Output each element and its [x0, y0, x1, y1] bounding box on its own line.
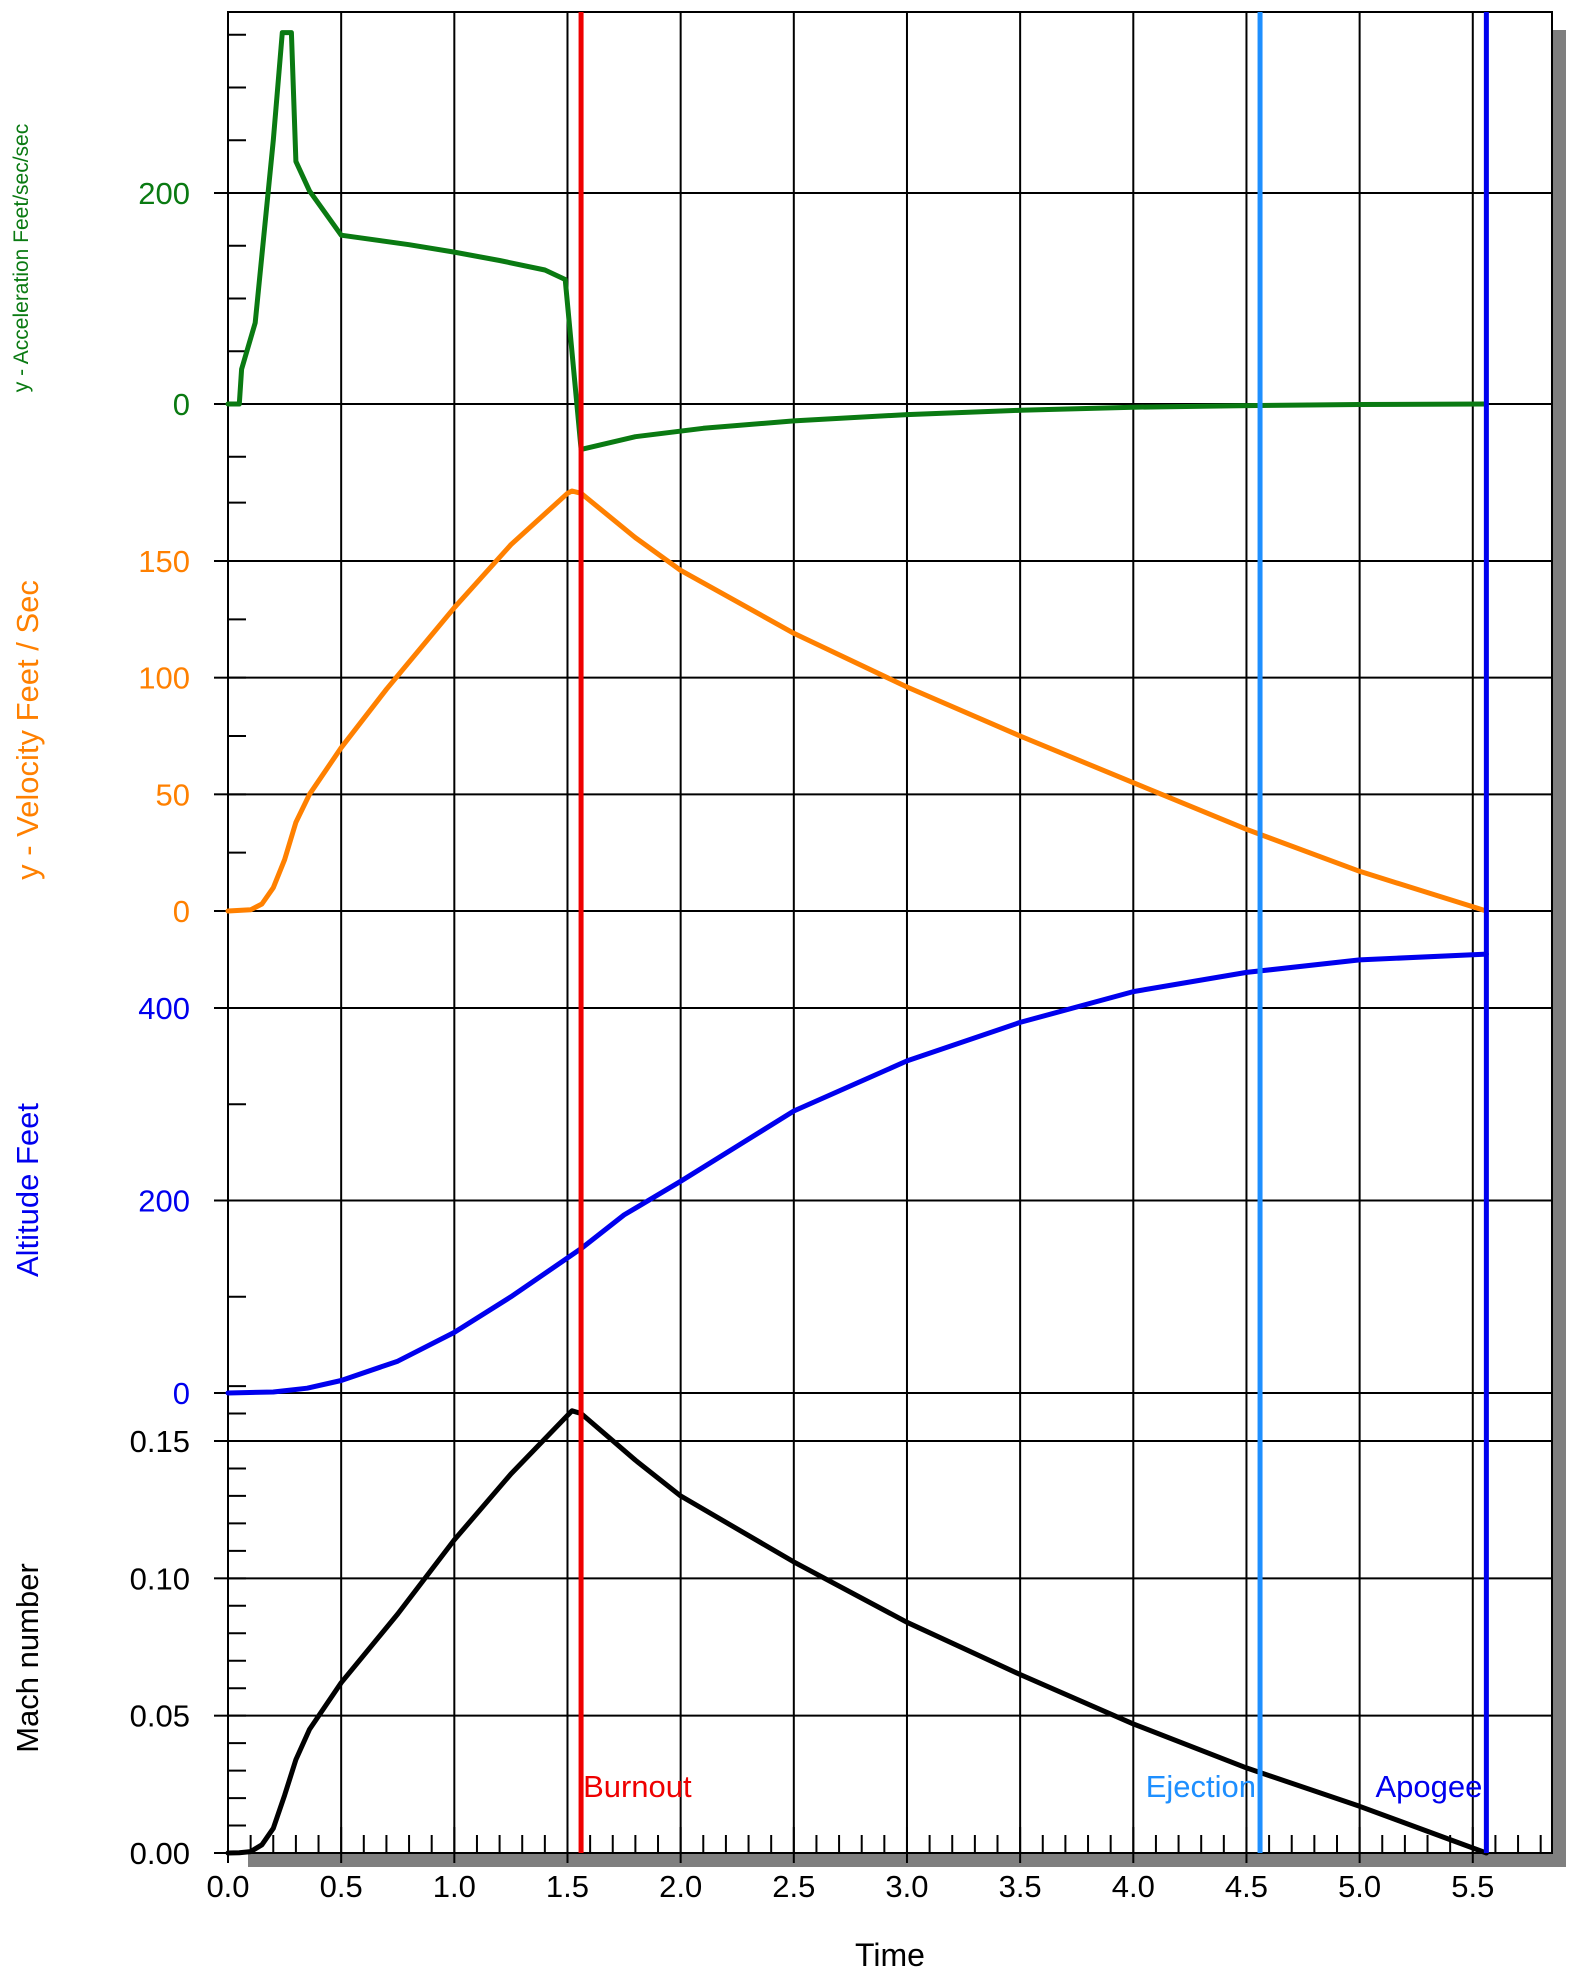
x-tick-label-10: 5.0	[1338, 1869, 1381, 1904]
event-label-0: Burnout	[583, 1769, 692, 1804]
altitude-tick-label-1: 200	[138, 1184, 190, 1219]
event-lines	[578, 12, 1489, 1853]
x-tick-label-7: 3.5	[999, 1869, 1042, 1904]
x-tick-label-2: 1.0	[433, 1869, 476, 1904]
accel-y-axis-title: y - Acceleration Feet/sec/sec	[10, 124, 33, 392]
event-label-1: Ejection	[1146, 1769, 1256, 1804]
velocity-tick-label-1: 50	[156, 777, 190, 812]
altitude-series-line-0	[225, 951, 1489, 1396]
grid	[228, 12, 1552, 1854]
velocity-tick-label-2: 100	[138, 661, 190, 696]
velocity-tick-label-0: 0	[173, 894, 190, 929]
x-tick-label-8: 4.0	[1112, 1869, 1155, 1904]
x-axis-title: Time	[855, 1937, 925, 1973]
x-tick-label-5: 2.5	[772, 1869, 815, 1904]
altitude-y-axis-title: Altitude Feet	[10, 1103, 45, 1277]
mach-series-line-0	[225, 1408, 1489, 1856]
velocity-y-axis-title: y - Velocity Feet / Sec	[10, 580, 45, 880]
x-tick-label-6: 3.0	[885, 1869, 928, 1904]
mach-y-axis-title: Mach number	[10, 1563, 45, 1753]
mach-tick-label-1: 0.05	[130, 1699, 190, 1734]
x-tick-label-3: 1.5	[546, 1869, 589, 1904]
mach-tick-label-0: 0.00	[130, 1836, 190, 1871]
velocity-tick-label-3: 150	[138, 544, 190, 579]
altitude-tick-label-2: 400	[138, 991, 190, 1026]
event-label-2: Apogee	[1375, 1769, 1482, 1804]
tick-marks	[214, 33, 1542, 1863]
axis-labels: 0.0 0.5 1.0 1.5 2.0 2.5 3.0 3.5 4.0 4.5 5.0 5.5 Time…	[10, 124, 1494, 1973]
mach-tick-label-2: 0.10	[130, 1561, 190, 1596]
series-lines	[225, 30, 1489, 1856]
x-tick-label-0: 0.0	[206, 1869, 249, 1904]
accel-tick-label-0: 0	[173, 387, 190, 422]
accel-series-line-0	[225, 30, 1489, 452]
x-tick-label-9: 4.5	[1225, 1869, 1268, 1904]
mach-tick-label-3: 0.15	[130, 1424, 190, 1459]
x-tick-label-4: 2.0	[659, 1869, 702, 1904]
x-tick-label-1: 0.5	[320, 1869, 363, 1904]
shadow-right	[1552, 30, 1566, 1867]
accel-tick-label-1: 200	[138, 176, 190, 211]
altitude-tick-label-0: 0	[173, 1376, 190, 1411]
x-tick-label-11: 5.5	[1451, 1869, 1494, 1904]
velocity-series-line-0	[225, 488, 1489, 914]
